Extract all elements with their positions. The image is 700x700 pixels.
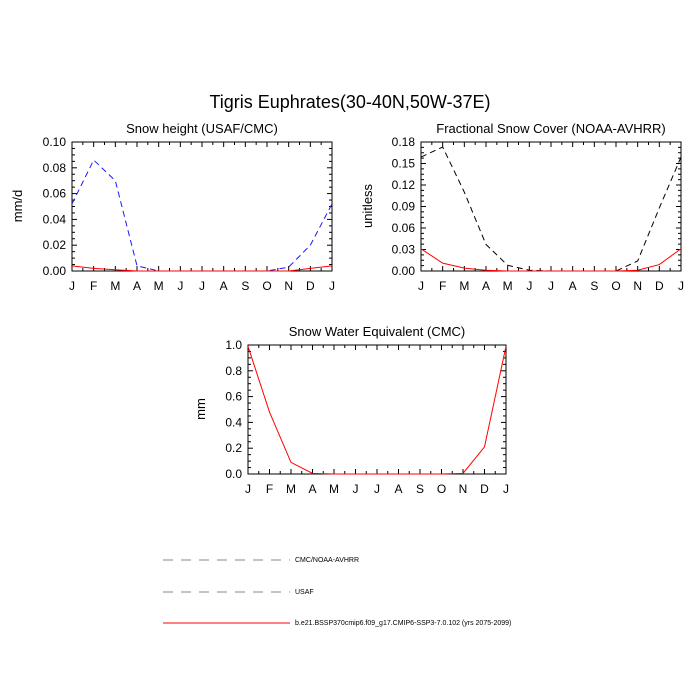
x-tick-label: J	[526, 279, 532, 293]
x-tick-label: M	[286, 482, 296, 496]
x-tick-label: J	[245, 482, 251, 496]
y-axis-label: unitless	[360, 183, 375, 228]
x-tick-label: S	[241, 279, 249, 293]
plot-frame	[71, 141, 333, 272]
x-tick-label: J	[678, 279, 684, 293]
y-tick-label: 0.4	[225, 415, 242, 429]
x-tick-label: D	[306, 279, 315, 293]
y-tick-label: 0.12	[392, 178, 416, 192]
series-line-observed	[71, 159, 333, 272]
x-tick-label: D	[655, 279, 664, 293]
x-tick-label: F	[439, 279, 446, 293]
x-tick-label: A	[394, 482, 402, 496]
x-tick-label: M	[459, 279, 469, 293]
panel-title: Fractional Snow Cover (NOAA-AVHRR)	[436, 121, 665, 136]
x-tick-label: D	[480, 482, 489, 496]
y-tick-label: 0.03	[392, 243, 416, 257]
y-tick-label: 0.00	[43, 264, 67, 278]
x-tick-label: M	[503, 279, 513, 293]
legend-label-model: b.e21.BSSP370cmip6.f09_g17.CMIP6-SSP3-7.…	[295, 620, 511, 627]
legend: CMC/NOAA-AVHRR USAF b.e21.BSSP370cmip6.f…	[163, 557, 511, 627]
plot-frame	[247, 344, 507, 475]
x-tick-label: J	[177, 279, 183, 293]
x-tick-label: J	[503, 482, 509, 496]
x-tick-label: J	[418, 279, 424, 293]
y-tick-label: 0.18	[392, 135, 416, 149]
y-tick-label: 0.2	[225, 441, 242, 455]
x-tick-label: J	[329, 279, 335, 293]
fractional-snow-cover-panel: Fractional Snow Cover (NOAA-AVHRR) unitl…	[360, 121, 684, 293]
x-tick-label: O	[437, 482, 446, 496]
x-tick-label: N	[459, 482, 468, 496]
x-tick-label: A	[569, 279, 577, 293]
legend-label-cmc-noaa-avhrr: CMC/NOAA-AVHRR	[295, 557, 359, 564]
x-tick-label: J	[374, 482, 380, 496]
x-tick-label: M	[329, 482, 339, 496]
x-tick-label: O	[262, 279, 271, 293]
y-tick-label: 1.0	[225, 338, 242, 352]
x-tick-label: A	[308, 482, 316, 496]
panel-title: Snow Water Equivalent (CMC)	[289, 324, 466, 339]
y-tick-label: 0.8	[225, 364, 242, 378]
y-tick-label: 0.04	[43, 212, 67, 226]
y-tick-label: 0.00	[392, 264, 416, 278]
y-axis-label: mm	[193, 398, 208, 420]
x-tick-label: M	[110, 279, 120, 293]
x-tick-label: M	[154, 279, 164, 293]
y-axis-label: mm/d	[10, 190, 25, 223]
x-tick-label: S	[590, 279, 598, 293]
x-tick-label: J	[199, 279, 205, 293]
x-tick-label: J	[69, 279, 75, 293]
x-tick-label: F	[90, 279, 97, 293]
x-tick-label: J	[548, 279, 554, 293]
series-line-observed	[420, 146, 682, 272]
y-tick-label: 0.6	[225, 390, 242, 404]
y-tick-label: 0.10	[43, 135, 67, 149]
y-tick-label: 0.0	[225, 467, 242, 481]
x-tick-label: A	[133, 279, 141, 293]
x-tick-label: F	[266, 482, 273, 496]
x-tick-label: N	[633, 279, 642, 293]
series-line-model	[420, 248, 682, 272]
x-tick-label: S	[416, 482, 424, 496]
x-tick-label: A	[482, 279, 490, 293]
y-tick-label: 0.06	[43, 187, 67, 201]
y-tick-label: 0.08	[43, 161, 67, 175]
x-tick-label: A	[220, 279, 228, 293]
series-line-model	[247, 346, 507, 475]
y-tick-label: 0.15	[392, 157, 416, 171]
y-tick-label: 0.02	[43, 238, 67, 252]
x-tick-label: J	[353, 482, 359, 496]
x-tick-label: N	[284, 279, 293, 293]
x-tick-label: O	[611, 279, 620, 293]
figure-title: Tigris Euphrates(30-40N,50W-37E)	[209, 92, 490, 112]
y-tick-label: 0.09	[392, 200, 416, 214]
panel-title: Snow height (USAF/CMC)	[126, 121, 278, 136]
series-line-model	[71, 265, 333, 272]
legend-label-usaf: USAF	[295, 589, 314, 596]
y-tick-label: 0.06	[392, 221, 416, 235]
